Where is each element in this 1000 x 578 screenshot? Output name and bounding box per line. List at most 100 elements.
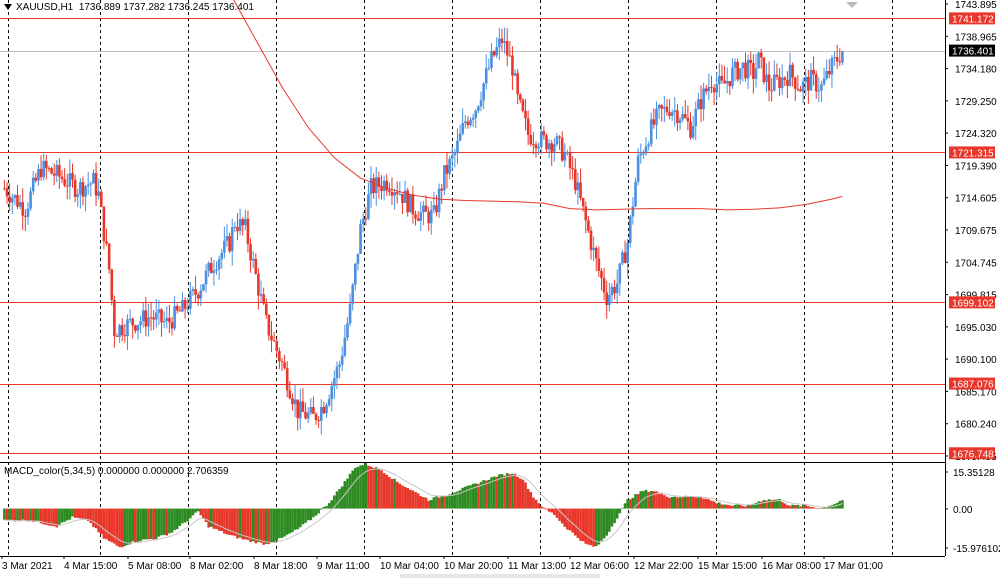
macd-bar [189, 508, 192, 519]
indicator-title: MACD_color(5,34,5) 0.000000 0.000000 2.7… [4, 466, 229, 477]
candle-body [291, 398, 294, 405]
candle-body [741, 62, 745, 69]
candle-body [605, 292, 609, 305]
candle-body [822, 78, 826, 85]
price-tick-label: 1685.170 [955, 387, 997, 398]
macd-bar [437, 497, 441, 509]
macd-bar [670, 496, 674, 509]
candle-body [293, 399, 297, 405]
candle-body [183, 299, 187, 309]
candle-body [652, 119, 656, 125]
candle-body [278, 351, 281, 362]
macd-bar [136, 508, 140, 542]
candle-body [746, 59, 750, 79]
candle-body [786, 79, 789, 86]
macd-bar [254, 508, 258, 544]
macd-bar [450, 493, 454, 509]
macd-bar [592, 508, 595, 547]
candle-body [560, 137, 564, 161]
time-tick-label: 16 Mar 08:00 [762, 561, 821, 572]
macd-bar [152, 508, 155, 540]
macd-bar [354, 467, 357, 509]
candle-body [361, 218, 365, 224]
macd-bar [251, 508, 255, 542]
candle-body [24, 215, 27, 217]
candle-body [511, 55, 514, 76]
macd-bar [338, 488, 341, 509]
macd-bar [107, 508, 111, 542]
macd-bar [134, 508, 137, 543]
macd-bar [513, 473, 517, 509]
scroll-arrow-icon[interactable] [846, 2, 858, 8]
candle-body [236, 226, 239, 232]
macd-bar [94, 508, 98, 529]
candle-body [464, 121, 467, 124]
candle-body [600, 270, 603, 278]
candle-body [390, 192, 394, 196]
macd-bar [613, 508, 616, 524]
horizontal-levels [0, 18, 945, 454]
macd-bar [71, 508, 74, 517]
candle-body [636, 155, 640, 182]
candle-body [223, 240, 226, 253]
macd-bar [123, 508, 127, 547]
candle-body [715, 84, 718, 93]
candle-body [186, 308, 190, 310]
candle-body [490, 51, 493, 68]
macd-bar [293, 508, 297, 530]
chart-menu-icon[interactable] [4, 4, 12, 10]
candle-body [796, 88, 800, 90]
macd-bar [207, 508, 210, 528]
macd-bar [712, 501, 716, 509]
candle-body [757, 52, 760, 69]
time-tick-label: 8 Mar 18:00 [254, 561, 308, 572]
level-price-tag-bg [949, 12, 995, 25]
macd-bar [272, 508, 276, 543]
candle-body [238, 219, 242, 232]
candle-body [474, 110, 478, 118]
level-price-tag: 1741.172 [952, 14, 994, 25]
macd-bar [697, 497, 700, 509]
macd-bar [678, 497, 682, 509]
candle-body [780, 77, 784, 88]
candle-body [81, 182, 85, 197]
macd-bar [786, 505, 789, 509]
macd-bar [809, 506, 813, 509]
candle-body [5, 188, 9, 197]
time-tick-label: 8 Mar 02:00 [190, 561, 244, 572]
macd-bar [73, 508, 77, 518]
macd-bar [492, 476, 496, 509]
macd-bar [644, 489, 648, 509]
macd-tick-label: 0.00 [953, 505, 973, 516]
candle-body [120, 325, 124, 336]
candle-body [199, 290, 203, 299]
macd-bar [175, 508, 179, 530]
candle-body [377, 177, 381, 187]
macd-bar [681, 497, 684, 509]
macd-bar [388, 477, 391, 509]
macd-bar [505, 473, 509, 509]
macd-bar [139, 508, 142, 542]
candle-body [773, 74, 776, 91]
candle-body [419, 212, 423, 221]
macd-bar [416, 493, 420, 509]
macd-histogram [3, 463, 844, 548]
macd-bar [380, 470, 383, 509]
macd-bar [267, 508, 271, 545]
candle-body [825, 71, 828, 79]
candle-body [330, 385, 334, 400]
macd-bar [29, 508, 32, 521]
candle-body [503, 41, 506, 43]
candle-body [29, 191, 32, 209]
macd-bar [623, 503, 627, 509]
macd-bar [445, 495, 449, 509]
candle-body [432, 205, 436, 210]
macd-bar [636, 494, 640, 509]
macd-bar [568, 508, 572, 531]
candle-body [686, 117, 690, 122]
macd-bar [411, 490, 415, 509]
macd-bar [746, 504, 750, 509]
macd-bar [241, 508, 245, 540]
candle-body [539, 131, 543, 148]
